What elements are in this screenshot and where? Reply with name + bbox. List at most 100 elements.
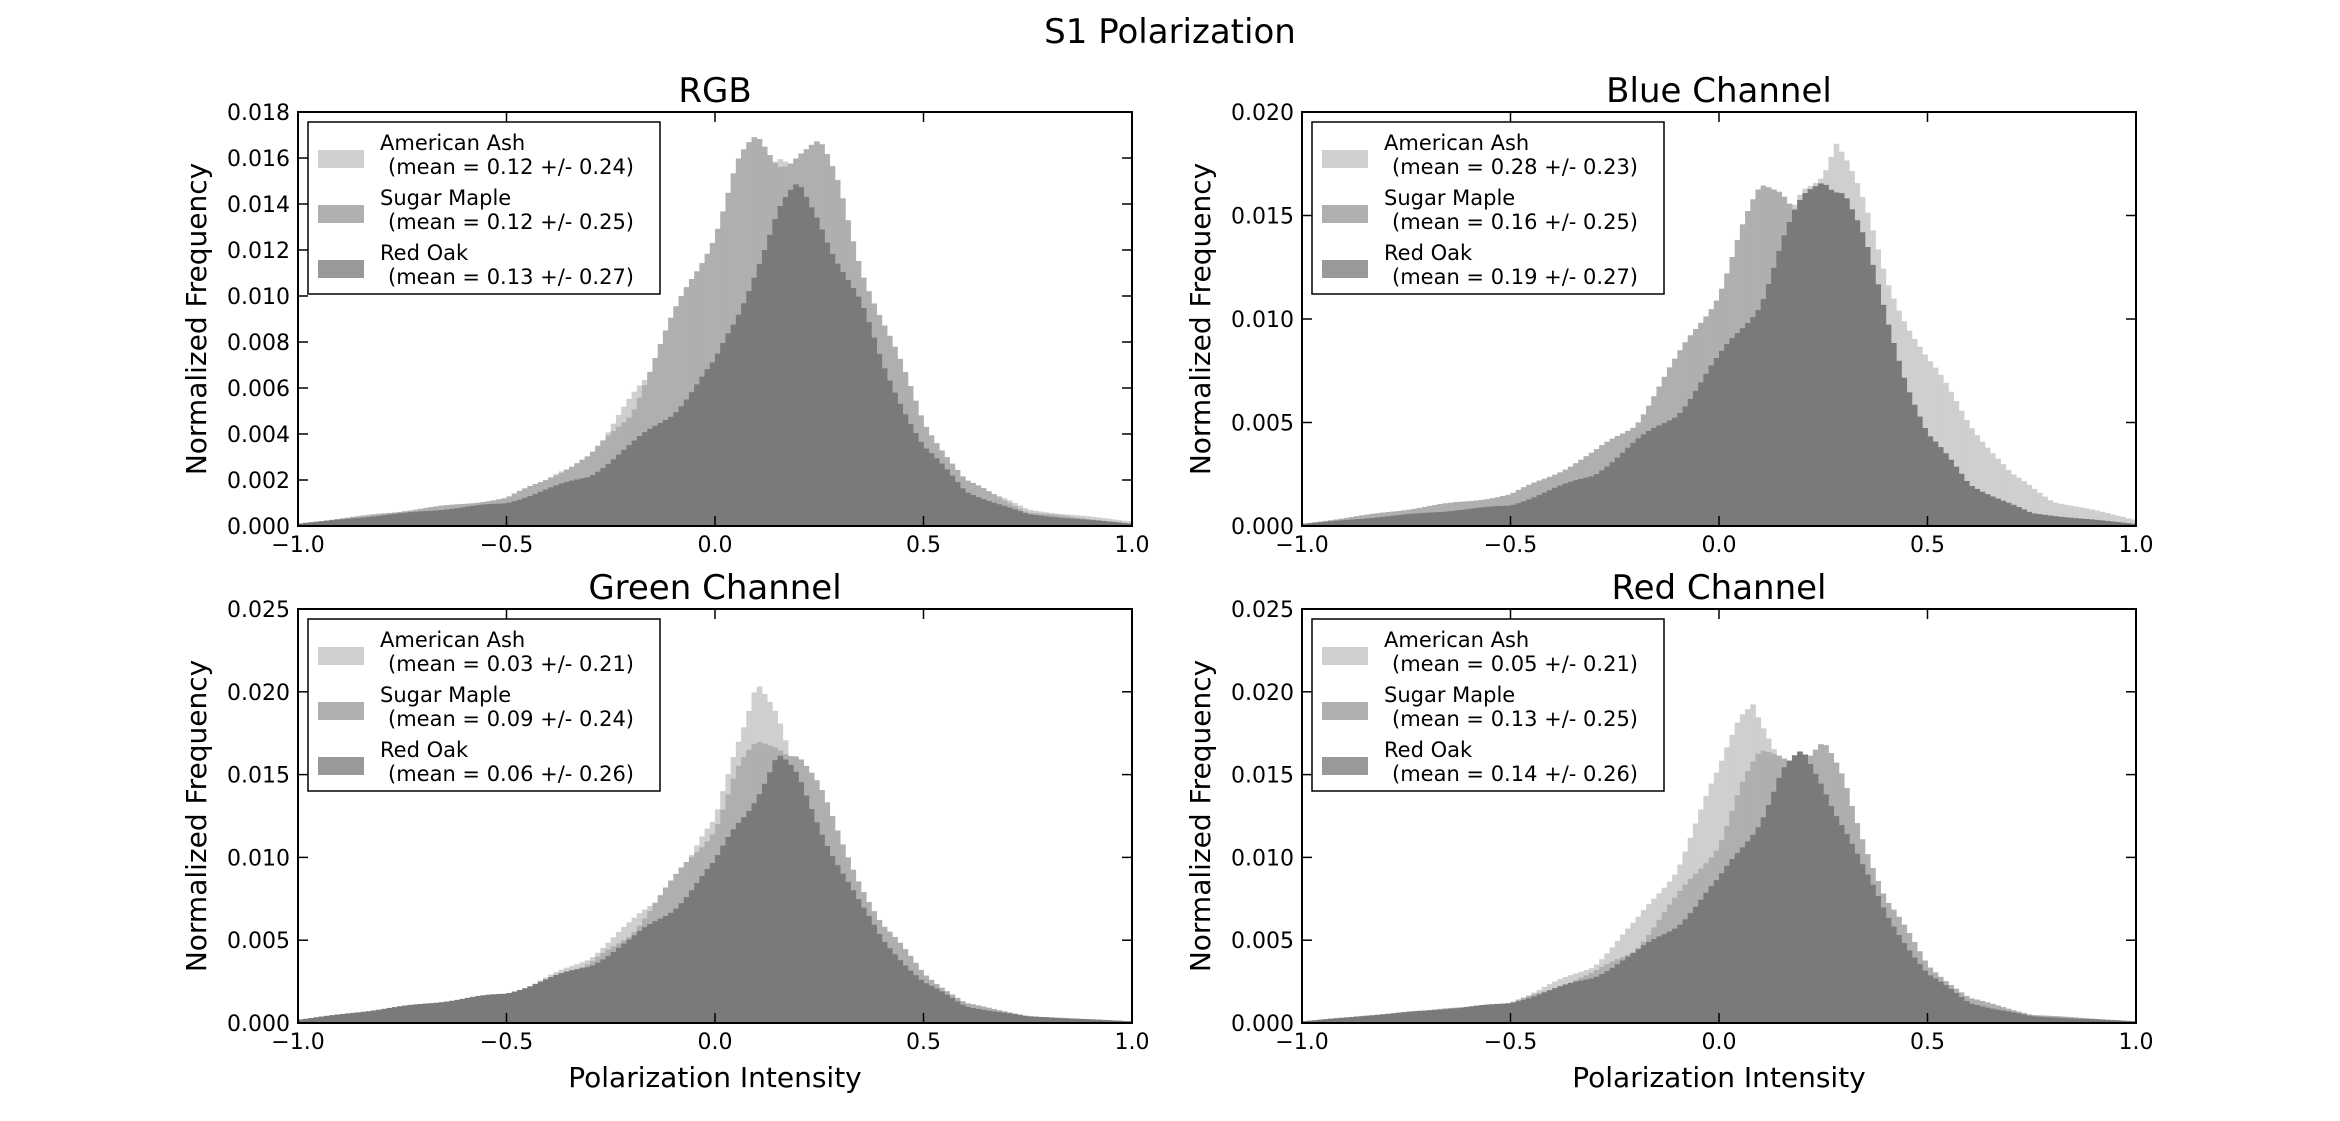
histogram-bar: [595, 471, 601, 526]
histogram-bar: [433, 1002, 440, 1023]
histogram-bar: [1390, 1013, 1397, 1023]
histogram-bar: [1427, 512, 1433, 526]
legend-swatch: [318, 150, 364, 168]
histogram-bar: [2109, 514, 2116, 526]
histogram-bar: [694, 883, 700, 1023]
histogram-bar: [1001, 1012, 1008, 1023]
histogram-bar: [2120, 522, 2126, 526]
legend-mean-label: (mean = 0.13 +/- 0.25): [1392, 707, 1638, 731]
histogram-bar: [1729, 338, 1736, 526]
histogram-bar: [1546, 990, 1553, 1023]
histogram-bar: [339, 519, 346, 526]
histogram-bar: [2115, 522, 2121, 526]
histogram-bar: [1917, 416, 1923, 526]
histogram-bar: [1990, 1008, 1996, 1023]
histogram-bar: [2021, 1014, 2027, 1023]
histogram-bar: [1739, 847, 1746, 1023]
histogram-bar: [787, 764, 794, 1023]
histogram-bar: [2031, 488, 2038, 526]
histogram-bar: [584, 477, 591, 526]
histogram-bar: [1885, 324, 1892, 526]
histogram-bar: [1043, 516, 1049, 526]
histogram-bar: [2016, 1013, 2022, 1023]
histogram-bar: [1484, 506, 1491, 526]
histogram-bar: [1818, 783, 1824, 1023]
histogram-bar: [1085, 1019, 1091, 1023]
histogram-bar: [1604, 971, 1610, 1023]
histogram-bar: [699, 875, 705, 1023]
histogram-bar: [324, 1015, 330, 1023]
histogram-bar: [1995, 458, 2001, 526]
histogram-bar: [1317, 1019, 1324, 1023]
histogram-bar: [318, 1016, 325, 1023]
legend-box: [307, 618, 661, 792]
histogram-bar: [1100, 521, 1107, 526]
histogram-bar: [1703, 373, 1709, 526]
histogram-bar: [829, 856, 836, 1023]
histogram-bar: [678, 903, 685, 1023]
histogram-bar: [1797, 199, 1803, 527]
histogram-bar: [2047, 515, 2053, 526]
histogram-bar: [2026, 511, 2033, 526]
histogram-bar: [2109, 521, 2116, 526]
histogram-bar: [308, 1017, 315, 1023]
histogram-bar: [2094, 519, 2100, 526]
y-tick-label: 0.016: [227, 147, 290, 172]
histogram-bar: [1500, 505, 1506, 526]
histogram-bar: [1708, 886, 1715, 1023]
histogram-bar: [1870, 264, 1876, 526]
histogram-bar: [1937, 447, 1944, 526]
histogram-bar: [537, 491, 544, 526]
histogram-bar: [1458, 1007, 1464, 1023]
histogram-bar: [642, 432, 648, 526]
histogram-bar: [933, 458, 940, 526]
histogram-bar: [1505, 1003, 1511, 1023]
histogram-bar: [470, 505, 476, 526]
histogram-bar: [683, 399, 690, 526]
histogram-bar: [417, 1003, 424, 1023]
histogram-bar: [470, 996, 476, 1023]
histogram-bar: [631, 935, 638, 1023]
legend-mean-label: (mean = 0.14 +/- 0.26): [1392, 762, 1638, 786]
histogram-bar: [1651, 427, 1657, 526]
histogram-bar: [855, 899, 862, 1023]
histogram-bar: [1687, 398, 1694, 526]
histogram-bar: [402, 1005, 408, 1023]
histogram-bar: [1552, 988, 1558, 1023]
chart-title: Green Channel: [588, 568, 841, 608]
histogram-bar: [1599, 470, 1605, 526]
histogram-bar: [1963, 480, 1970, 526]
histogram-bar: [1364, 1015, 1371, 1023]
legend-mean-label: (mean = 0.06 +/- 0.26): [388, 762, 634, 786]
histogram-bar: [2021, 481, 2027, 526]
histogram-bar: [553, 485, 560, 526]
histogram-bar: [2010, 474, 2017, 526]
y-tick-label: 0.020: [1231, 681, 1294, 706]
histogram-bar: [1864, 247, 1871, 526]
histogram-bar: [2099, 511, 2106, 526]
histogram-bar: [475, 505, 481, 526]
histogram-bar: [1901, 377, 1908, 526]
histogram-bar: [1838, 825, 1845, 1023]
histogram-bar: [376, 515, 382, 526]
histogram-bar: [1510, 1002, 1517, 1023]
histogram-bar: [303, 522, 309, 526]
histogram-bar: [516, 499, 523, 526]
histogram-bar: [1927, 975, 1934, 1023]
histogram-bar: [725, 837, 732, 1023]
histogram-bar: [876, 353, 883, 526]
legend-swatch: [1322, 260, 1368, 278]
histogram-bar: [824, 846, 831, 1023]
histogram-bar: [1656, 936, 1663, 1023]
histogram-bar: [1526, 998, 1532, 1023]
histogram-bar: [1348, 1017, 1355, 1023]
histogram-bar: [1833, 816, 1840, 1023]
histogram-bar: [1322, 1019, 1329, 1023]
x-tick-label: 0.5: [906, 533, 941, 558]
histogram-bar: [522, 988, 528, 1023]
histogram-bar: [709, 362, 716, 526]
histogram-bar: [2094, 510, 2100, 526]
histogram-bar: [996, 1011, 1003, 1023]
histogram-bar: [928, 985, 935, 1023]
histogram-bar: [1121, 1020, 1128, 1023]
